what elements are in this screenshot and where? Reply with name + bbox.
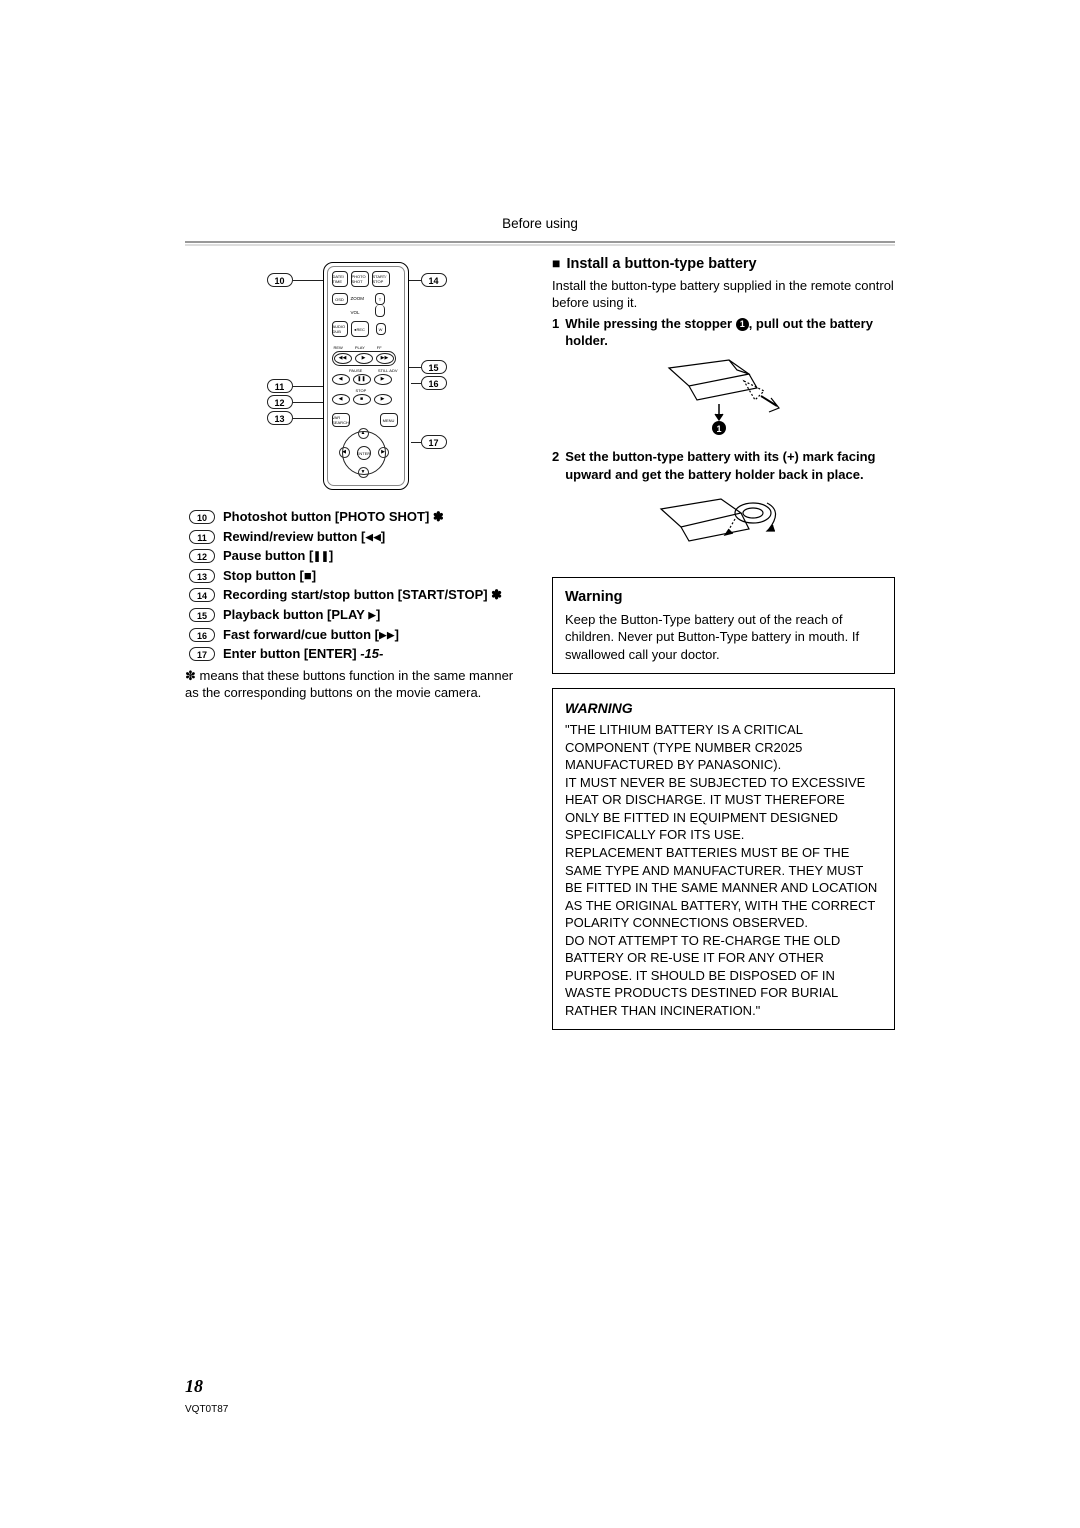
page-number: 18	[185, 1374, 203, 1398]
warning-2-p2: IT MUST NEVER BE SUBJECTED TO EXCESSIVE …	[565, 774, 882, 844]
lbl-zoom: ZOOM	[351, 296, 365, 302]
btn-photoshot: PHOTO SHOT	[351, 271, 369, 287]
square-bullet-icon: ■	[552, 254, 560, 273]
btn-stop: ■	[353, 394, 371, 405]
lbl-stop: STOP	[356, 388, 367, 393]
lbl-play: PLAY	[355, 345, 365, 350]
btn-stilladv-l: ◀	[332, 374, 350, 385]
dpad-up: ▲	[358, 428, 369, 439]
warning-2-p4: DO NOT ATTEMPT TO RE-CHARGE THE OLD BATT…	[565, 932, 882, 1020]
btn-startstop: START/ STOP	[372, 271, 390, 287]
dpad-right: ▶	[378, 447, 389, 458]
warning-2-p3: REPLACEMENT BATTERIES MUST BE OF THE SAM…	[565, 844, 882, 932]
callout-11: 11	[267, 379, 323, 393]
callout-num: 15	[421, 360, 447, 374]
btn-rec: ●REC	[351, 321, 369, 337]
list-item: 10 Photoshot button [PHOTO SHOT] ✽	[189, 508, 528, 526]
step-1: 1 While pressing the stopper 1, pull out…	[552, 315, 895, 350]
step-1-figure: 1	[649, 356, 799, 438]
btn-zoom-w: W	[376, 323, 386, 335]
btn-skip-l: ◀	[332, 394, 350, 405]
callout-num: 16	[421, 376, 447, 390]
document-id: VQT0T87	[185, 1403, 228, 1417]
btn-audiodub: AUDIO DUB	[332, 321, 348, 337]
list-item: 11 Rewind/review button [◀◀]	[189, 528, 528, 546]
callout-num: 13	[267, 411, 293, 425]
lbl-ff: FF	[377, 345, 382, 350]
left-column: 10 11 12 13 14 15	[185, 254, 528, 1030]
warning-title: Warning	[565, 588, 882, 608]
callout-num: 12	[267, 395, 293, 409]
btn-skip-r: ▶	[374, 394, 392, 405]
list-item: 14 Recording start/stop button [START/ST…	[189, 586, 528, 604]
callout-num: 17	[421, 435, 447, 449]
btn-ff: ▶▶	[376, 353, 394, 364]
list-item: 17 Enter button [ENTER] -15-	[189, 645, 528, 663]
callout-17: 17	[411, 435, 447, 449]
callout-16: 16	[411, 376, 447, 390]
remote-body: DATE/ TIME PHOTO SHOT START/ STOP OSD ZO…	[323, 262, 409, 490]
lbl-stilladv: STILL ADV	[378, 368, 398, 373]
btn-osd: OSD	[332, 293, 348, 305]
list-item: 15 Playback button [PLAY ▶]	[189, 606, 528, 624]
lbl-rew: REW	[334, 345, 343, 350]
btn-play: ▶	[355, 353, 373, 364]
warning-body: Keep the Button-Type battery out of the …	[565, 611, 882, 664]
step-2-figure	[649, 489, 799, 567]
list-item: 16 Fast forward/cue button [▶▶]	[189, 626, 528, 644]
section-heading: ■ Install a button-type battery	[552, 254, 895, 275]
dpad-down: ▼	[358, 467, 369, 478]
lbl-vol: VOL	[351, 310, 360, 316]
right-column: ■ Install a button-type battery Install …	[552, 254, 895, 1030]
btn-menu: MENU	[380, 413, 398, 427]
list-item: 12 Pause button [❚❚]	[189, 547, 528, 565]
list-item: 13 Stop button [■]	[189, 567, 528, 585]
warning-2-title: WARNING	[565, 699, 882, 718]
warning-box: Warning Keep the Button-Type battery out…	[552, 577, 895, 674]
footnote: ✽ means that these buttons function in t…	[185, 667, 528, 702]
btn-zoom-t: T	[375, 293, 385, 305]
section-title: Install a button-type battery	[566, 255, 756, 275]
button-list: 10 Photoshot button [PHOTO SHOT] ✽ 11 Re…	[189, 508, 528, 662]
intro-text: Install the button-type battery supplied…	[552, 277, 895, 312]
callout-1-icon: 1	[736, 318, 749, 331]
page-header: Before using	[0, 0, 1080, 233]
callout-14: 14	[403, 273, 447, 287]
step-2: 2 Set the button-type battery with its (…	[552, 448, 895, 483]
callout-num: 10	[267, 273, 293, 287]
btn-varsearch: VAR SEARCH	[332, 413, 350, 427]
dpad: ▲ ▼ ◀ ▶ ENTER	[342, 431, 386, 475]
btn-rewind: ◀◀	[334, 353, 352, 364]
callout-num: 14	[421, 273, 447, 287]
warning-2-p1: "THE LITHIUM BATTERY IS A CRITICAL COMPO…	[565, 721, 882, 774]
main-content: 10 11 12 13 14 15	[0, 246, 1080, 1030]
svg-text:1: 1	[716, 424, 721, 434]
btn-pause: ❚❚	[353, 374, 371, 385]
btn-stilladv-r: ▶	[374, 374, 392, 385]
warning-box-2: WARNING "THE LITHIUM BATTERY IS A CRITIC…	[552, 688, 895, 1030]
dpad-left: ◀	[339, 447, 350, 458]
lbl-pause: PAUSE	[349, 368, 362, 373]
btn-date: DATE/ TIME	[332, 271, 348, 287]
remote-figure: 10 11 12 13 14 15	[267, 262, 447, 490]
callout-num: 11	[267, 379, 293, 393]
btn-enter: ENTER	[357, 446, 371, 460]
